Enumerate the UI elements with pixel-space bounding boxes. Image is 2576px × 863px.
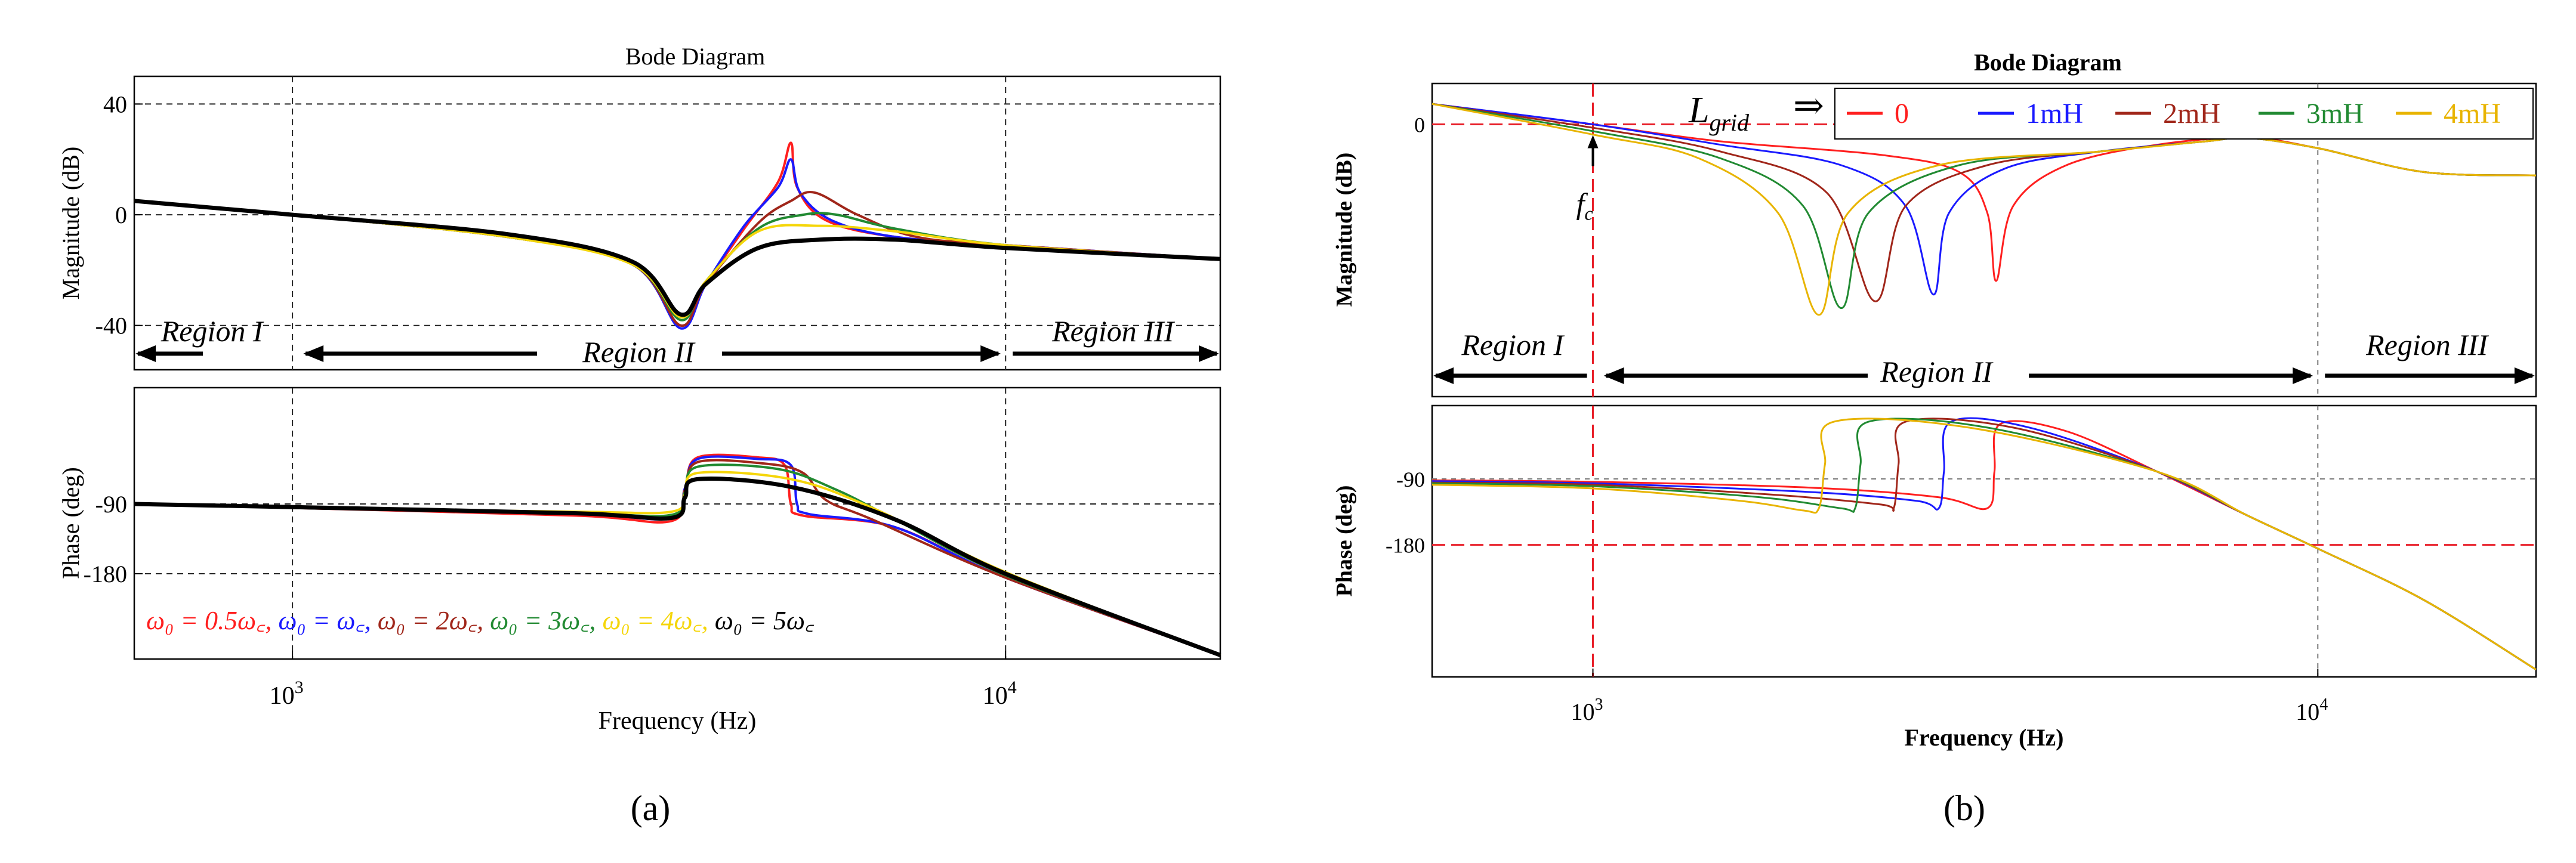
legend-label: 1mH (2026, 98, 2083, 129)
phase-series-line (134, 477, 1221, 657)
region-1-label: Region I (1461, 328, 1565, 361)
chart-a-magnitude-ylabel: Magnitude (dB) (57, 147, 84, 300)
region-3-arrow-head-right (1199, 345, 1219, 362)
region-2-arrow-left-head-left (1603, 367, 1624, 384)
legend-entry: ω₀ = 2ω꜀, (371, 606, 483, 635)
mag-ytick-label: -40 (95, 313, 127, 339)
chart-a-magnitude-panel: 40 0 -40 Region I Region II Region III Magni… (57, 75, 1221, 371)
legend-label: 2mH (2163, 98, 2220, 129)
chart-a-legend: ω₀ = 0.5ω꜀, ω₀ = ω꜀, ω₀ = 2ω꜀, ω₀ = 3ω꜀,… (146, 606, 815, 635)
phase-ytick-label: -180 (84, 561, 127, 587)
phase-ytick-label: -90 (95, 491, 127, 518)
chart-b-xlabel: Frequency (Hz) (1905, 724, 2064, 751)
mag-ytick-label: 40 (103, 91, 127, 117)
legend-entry: ω₀ = 0.5ω꜀, (146, 606, 272, 635)
legend-entry: ω₀ = 5ω꜀ (708, 606, 815, 635)
chart-b-phase-panel: -90 -180 Phase (deg) (1332, 404, 2537, 678)
region-1-arrow-head-left (1433, 367, 1454, 384)
figure-label-b: (b) (1943, 788, 1985, 828)
legend-label: 4mH (2444, 98, 2501, 129)
region-1-label: Region I (161, 314, 264, 348)
mag-series-line (134, 199, 1221, 317)
region-2-label: Region II (1880, 355, 1994, 388)
fc-label: fc (1577, 187, 1593, 224)
legend-entry: ω₀ = 4ω꜀, (596, 606, 708, 635)
legend-label: 3mH (2306, 98, 2364, 129)
legend-arrow: ⇒ (1793, 86, 1824, 126)
phase-ytick-label: -180 (1386, 534, 1425, 558)
chart-b-phase-ylabel: Phase (deg) (1332, 485, 1357, 597)
chart-a: Bode Diagram 40 0 -40 Region I Region II Reg… (57, 43, 1221, 828)
region-3-label: Region III (1051, 314, 1175, 348)
chart-b: Bode Diagram 0 Region I Region II Region I… (1332, 49, 2537, 828)
region-2-arrow-left-head-left (303, 345, 324, 362)
legend-label: 0 (1895, 98, 1909, 129)
chart-a-title: Bode Diagram (625, 43, 765, 70)
chart-a-phase-panel: -90 -180 Phase (deg) ω₀ = 0.5ω꜀, ω₀ = ω꜀,… (57, 386, 1221, 660)
chart-a-phase-ylabel: Phase (deg) (57, 467, 84, 579)
mag-ytick-label: 0 (115, 202, 127, 228)
chart-b-magnitude-ylabel: Magnitude (dB) (1332, 153, 1357, 307)
legend-entry: ω₀ = 3ω꜀, (483, 606, 596, 635)
phase-series-line (1432, 417, 2537, 670)
figure-label-a: (a) (631, 788, 671, 828)
chart-b-title: Bode Diagram (1974, 49, 2122, 76)
region-3-arrow-head-right (2515, 367, 2535, 384)
region-2-label: Region II (582, 335, 696, 369)
phase-ytick-label: -90 (1396, 468, 1425, 491)
legend-entry: ω₀ = ω꜀, (272, 606, 371, 635)
mag-series-line (1432, 103, 2537, 316)
mag-ytick-label: 0 (1414, 113, 1425, 137)
region-2-arrow-right-head-right (2293, 367, 2313, 384)
region-3-label: Region III (2365, 328, 2489, 361)
chart-a-xlabel: Frequency (Hz) (599, 707, 757, 735)
fc-arrow-head (1587, 135, 1599, 149)
region-2-arrow-right-head-right (980, 345, 1001, 362)
region-1-arrow-head-left (135, 345, 156, 362)
